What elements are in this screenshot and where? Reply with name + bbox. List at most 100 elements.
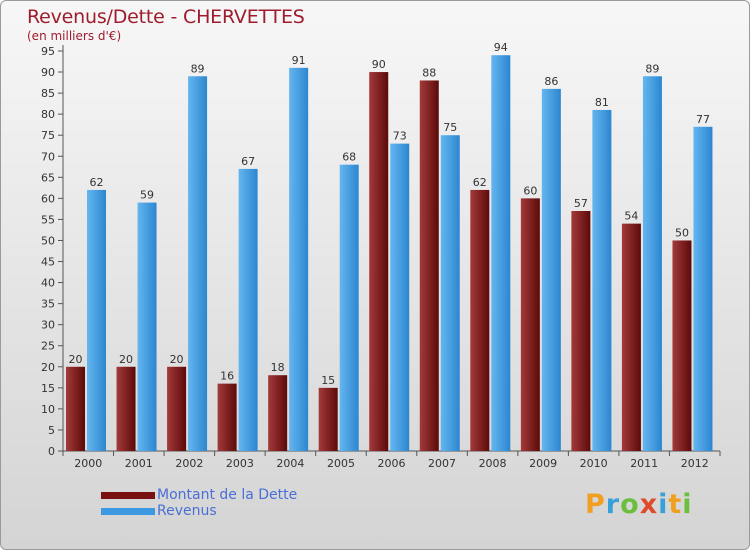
data-label: 50	[675, 226, 689, 239]
data-label: 88	[422, 66, 436, 79]
y-tick-label: 50	[41, 234, 55, 247]
bar-revenus	[541, 88, 561, 451]
bar-revenus	[289, 67, 309, 451]
data-label: 89	[645, 62, 659, 75]
y-tick-label: 20	[41, 361, 55, 374]
bar-revenus	[390, 143, 410, 451]
y-tick-label: 30	[41, 319, 55, 332]
logo-letter: i	[682, 489, 693, 520]
data-label: 77	[696, 113, 710, 126]
data-label: 90	[372, 58, 386, 71]
bar-dette	[470, 189, 490, 451]
chart-subtitle: (en milliers d'€)	[27, 29, 122, 43]
data-label: 89	[191, 62, 205, 75]
bar-dette	[167, 366, 187, 451]
bar-dette	[520, 198, 540, 451]
y-tick-label: 70	[41, 150, 55, 163]
bar-revenus	[238, 168, 258, 452]
proxiti-logo: Proxiti	[585, 489, 693, 520]
y-tick-label: 65	[41, 171, 55, 184]
y-tick-label: 0	[48, 445, 55, 458]
data-label: 81	[595, 96, 609, 109]
logo-letter: x	[639, 489, 659, 520]
bar-dette	[268, 375, 288, 451]
data-label: 20	[170, 353, 184, 366]
bar-revenus	[491, 55, 511, 452]
legend-item-revenus: Revenus	[101, 503, 297, 519]
data-label: 57	[574, 197, 588, 210]
legend-item-dette: Montant de la Dette	[101, 487, 297, 503]
x-tick-label: 2012	[681, 457, 709, 470]
data-label: 18	[271, 361, 285, 374]
bar-revenus	[339, 164, 359, 451]
logo-letter: P	[585, 489, 606, 520]
x-tick-label: 2002	[175, 457, 203, 470]
legend-label-dette: Montant de la Dette	[157, 487, 298, 503]
bar-dette	[571, 211, 591, 451]
bar-revenus	[642, 76, 662, 452]
bar-revenus	[440, 135, 460, 452]
logo-letter: o	[620, 489, 640, 520]
bar-dette	[419, 80, 439, 451]
logo-letter: i	[658, 489, 669, 520]
data-label: 54	[624, 210, 638, 223]
data-label: 94	[494, 41, 508, 54]
x-tick-label: 2007	[428, 457, 456, 470]
y-tick-label: 35	[41, 298, 55, 311]
data-label: 75	[443, 121, 457, 134]
bar-revenus	[592, 109, 612, 452]
bar-dette	[621, 223, 641, 451]
bar-dette	[318, 387, 338, 451]
bar-dette	[369, 72, 389, 451]
x-tick-label: 2009	[529, 457, 557, 470]
y-tick-label: 5	[48, 424, 55, 437]
data-label: 20	[119, 353, 133, 366]
data-label: 73	[393, 130, 407, 143]
y-tick-label: 40	[41, 277, 55, 290]
y-tick-label: 80	[41, 108, 55, 121]
legend: Montant de la Dette Revenus	[101, 487, 297, 519]
legend-swatch-revenus	[101, 507, 155, 515]
y-tick-label: 10	[41, 403, 55, 416]
data-label: 20	[69, 353, 83, 366]
x-tick-label: 2008	[479, 457, 507, 470]
legend-swatch-dette	[101, 491, 155, 499]
x-tick-label: 2006	[378, 457, 406, 470]
y-tick-label: 25	[41, 340, 55, 353]
x-tick-label: 2003	[226, 457, 254, 470]
data-label: 68	[342, 151, 356, 164]
x-tick-label: 2011	[630, 457, 658, 470]
y-tick-label: 45	[41, 256, 55, 269]
bar-revenus	[87, 189, 106, 451]
chart-title: Revenus/Dette - CHERVETTES	[27, 6, 305, 28]
y-tick-label: 60	[41, 192, 55, 205]
data-label: 86	[544, 75, 558, 88]
bar-dette	[672, 240, 692, 451]
data-label: 60	[523, 184, 537, 197]
legend-label-revenus: Revenus	[157, 503, 217, 519]
bar-revenus	[137, 202, 157, 451]
bar-revenus	[693, 126, 713, 451]
data-label: 15	[321, 374, 335, 387]
data-label: 59	[140, 189, 154, 202]
y-tick-label: 90	[41, 66, 55, 79]
y-tick-label: 75	[41, 129, 55, 142]
bar-revenus	[188, 76, 208, 452]
bar-dette	[66, 366, 85, 451]
data-label: 16	[220, 370, 234, 383]
y-tick-label: 95	[41, 45, 55, 58]
x-tick-label: 2001	[125, 457, 153, 470]
data-label: 91	[292, 54, 306, 67]
x-tick-label: 2000	[74, 457, 102, 470]
x-tick-label: 2004	[276, 457, 304, 470]
logo-letter: r	[605, 489, 621, 520]
y-tick-label: 55	[41, 213, 55, 226]
bar-dette	[217, 383, 237, 451]
x-tick-label: 2005	[327, 457, 355, 470]
data-label: 62	[473, 176, 487, 189]
y-tick-label: 85	[41, 87, 55, 100]
bar-dette	[116, 366, 136, 451]
logo-letter: t	[668, 489, 683, 520]
